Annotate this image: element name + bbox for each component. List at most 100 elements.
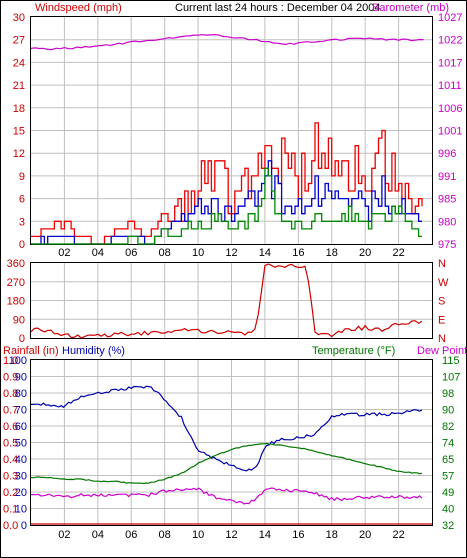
- compass-tick-label: N: [438, 258, 446, 270]
- humidity-tick-label: 10: [15, 504, 27, 516]
- windspeed-tick-label: 27: [13, 35, 25, 47]
- hour-tick-label: 08: [159, 247, 171, 259]
- temperature-tick-label: 107: [442, 372, 460, 384]
- barometer-tick-label: 996: [438, 148, 456, 160]
- barometer-tick-label: 1017: [438, 57, 462, 69]
- rainfall-tick-label: 0.1: [3, 504, 18, 516]
- hour-tick-label: 02: [58, 529, 70, 541]
- chart-title: Current last 24 hours : December 04 2004: [175, 2, 380, 14]
- direction-tick-label: 270: [7, 277, 25, 289]
- windspeed-tick-label: 18: [13, 103, 25, 115]
- humidity-tick-label: 0: [21, 520, 27, 532]
- humidity-tick-label: 90: [15, 372, 27, 384]
- dewpoint-line: [30, 487, 423, 505]
- rainfall-tick-label: 1.0: [3, 355, 18, 367]
- hour-tick-label: 06: [125, 529, 137, 541]
- temperature-tick-label: 49: [442, 487, 454, 499]
- temperature-tick-label: 57: [442, 471, 454, 483]
- humidity-tick-label: 30: [15, 471, 27, 483]
- barometer-tick-label: 985: [438, 194, 456, 206]
- windspeed-tick-label: 21: [13, 80, 25, 92]
- direction-tick-label: 90: [13, 314, 25, 326]
- barometer-tick-label: 1011: [438, 80, 462, 92]
- humidity-tick-label: 70: [15, 405, 27, 417]
- windspeed-tick-label: 24: [13, 57, 25, 69]
- barometer-tick-label: 991: [438, 171, 456, 183]
- compass-tick-label: E: [438, 314, 445, 326]
- direction-tick-label: 360: [7, 258, 25, 270]
- humidity-tick-label: 100: [9, 355, 27, 367]
- hour-tick-label: 16: [292, 247, 304, 259]
- hour-tick-label: 08: [159, 529, 171, 541]
- hour-tick-label: 02: [58, 247, 70, 259]
- dewpoint-legend: Dew Point: [417, 345, 467, 357]
- hour-tick-label: 12: [225, 529, 237, 541]
- barometer-tick-label: 975: [438, 239, 456, 251]
- temperature-tick-label: 98: [442, 388, 454, 400]
- barometer-axis-title: Barometer (mb): [372, 2, 449, 14]
- rainfall-tick-label: 0.8: [3, 388, 18, 400]
- humidity-tick-label: 50: [15, 438, 27, 450]
- hour-tick-label: 22: [392, 529, 404, 541]
- hour-tick-label: 04: [92, 529, 104, 541]
- humidity-tick-label: 40: [15, 454, 27, 466]
- windspeed-tick-label: 30: [13, 12, 25, 24]
- direction-line: [30, 263, 423, 339]
- barometer-tick-label: 1027: [438, 12, 462, 24]
- hour-tick-label: 14: [259, 247, 271, 259]
- rainfall-tick-label: 0.2: [3, 487, 18, 499]
- hour-tick-label: 10: [192, 247, 204, 259]
- temperature-tick-label: 65: [442, 454, 454, 466]
- rainfall-tick-label: 0.9: [3, 372, 18, 384]
- barometer-tick-label: 1006: [438, 103, 462, 115]
- hour-tick-label: 18: [326, 529, 338, 541]
- temperature-tick-label: 90: [442, 405, 454, 417]
- temperature-tick-label: 74: [442, 438, 454, 450]
- temperature-legend: Temperature (°F): [312, 345, 395, 357]
- rainfall-tick-label: 0.4: [3, 454, 18, 466]
- barometer-tick-label: 980: [438, 216, 456, 228]
- rainfall-tick-label: 0.6: [3, 421, 18, 433]
- temperature-tick-label: 82: [442, 421, 454, 433]
- hour-tick-label: 18: [326, 247, 338, 259]
- windspeed-axis-title: Windspeed (mph): [35, 2, 122, 14]
- hour-tick-label: 20: [359, 529, 371, 541]
- direction-tick-label: 0: [19, 333, 25, 345]
- hour-tick-label: 10: [192, 529, 204, 541]
- temperature-tick-label: 32: [442, 520, 454, 532]
- direction-tick-label: 180: [7, 296, 25, 308]
- hour-tick-label: 22: [392, 247, 404, 259]
- temperature-tick-label: 115: [442, 355, 460, 367]
- windspeed-tick-label: 3: [19, 216, 25, 228]
- hour-tick-label: 14: [259, 529, 271, 541]
- humidity-legend: Humidity (%): [62, 345, 125, 357]
- windspeed-tick-label: 9: [19, 171, 25, 183]
- hour-tick-label: 20: [359, 247, 371, 259]
- labels-layer: 0369121518212427309759809859919961001100…: [3, 12, 462, 541]
- compass-tick-label: N: [438, 333, 446, 345]
- humidity-tick-label: 60: [15, 421, 27, 433]
- windspeed-tick-label: 0: [19, 239, 25, 251]
- humidity-tick-label: 80: [15, 388, 27, 400]
- humidity-line: [31, 385, 423, 472]
- compass-tick-label: S: [438, 296, 445, 308]
- humidity-tick-label: 20: [15, 487, 27, 499]
- windspeed-tick-label: 6: [19, 194, 25, 206]
- rainfall-tick-label: 0.3: [3, 471, 18, 483]
- barometer-tick-label: 1001: [438, 126, 462, 138]
- rainfall-tick-label: 0.5: [3, 438, 18, 450]
- rainfall-legend: Rainfall (in): [3, 345, 59, 357]
- windspeed-tick-label: 15: [13, 126, 25, 138]
- windspeed-tick-label: 12: [13, 148, 25, 160]
- rainfall-tick-label: 0.0: [3, 520, 18, 532]
- hour-tick-label: 04: [92, 247, 104, 259]
- temperature-tick-label: 40: [442, 504, 454, 516]
- min-wind-step-line: [31, 167, 422, 245]
- avg-wind-step-line: [31, 160, 422, 245]
- barometer-line: [30, 34, 424, 51]
- rainfall-tick-label: 0.7: [3, 405, 18, 417]
- hour-tick-label: 16: [292, 529, 304, 541]
- hour-tick-label: 12: [225, 247, 237, 259]
- compass-tick-label: W: [438, 277, 449, 289]
